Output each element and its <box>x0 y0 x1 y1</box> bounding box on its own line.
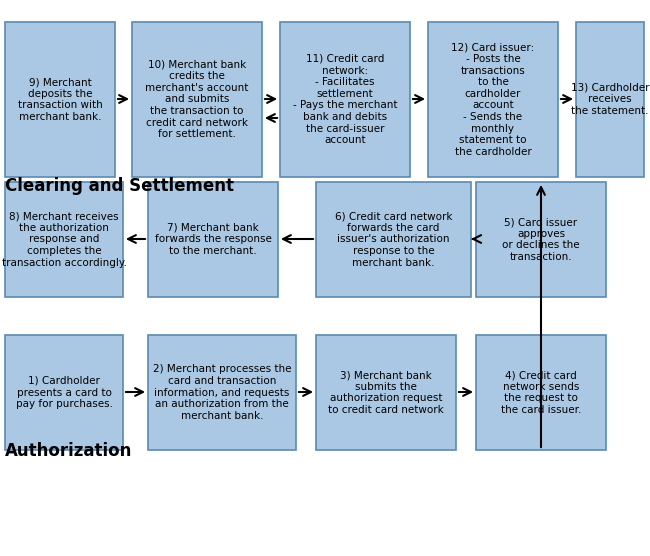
Text: 13) Cardholder
receives
the statement.: 13) Cardholder receives the statement. <box>571 83 649 116</box>
Text: Authorization: Authorization <box>5 442 133 460</box>
FancyBboxPatch shape <box>316 335 456 450</box>
Text: 4) Credit card
network sends
the request to
the card issuer.: 4) Credit card network sends the request… <box>500 370 581 415</box>
Text: Clearing and Settlement: Clearing and Settlement <box>5 177 234 195</box>
FancyBboxPatch shape <box>476 335 606 450</box>
FancyBboxPatch shape <box>280 22 410 177</box>
Text: 2) Merchant processes the
card and transaction
information, and requests
an auth: 2) Merchant processes the card and trans… <box>153 364 291 421</box>
FancyBboxPatch shape <box>148 335 296 450</box>
Text: 12) Card issuer:
- Posts the
transactions
to the
cardholder
account
- Sends the
: 12) Card issuer: - Posts the transaction… <box>451 42 534 157</box>
Text: 11) Credit card
network:
- Facilitates
settlement
- Pays the merchant
bank and d: 11) Credit card network: - Facilitates s… <box>292 54 397 145</box>
Text: 8) Merchant receives
the authorization
response and
completes the
transaction ac: 8) Merchant receives the authorization r… <box>1 211 127 267</box>
Text: 7) Merchant bank
forwards the response
to the merchant.: 7) Merchant bank forwards the response t… <box>155 223 272 256</box>
FancyBboxPatch shape <box>5 182 123 297</box>
FancyBboxPatch shape <box>576 22 644 177</box>
Text: 9) Merchant
deposits the
transaction with
merchant bank.: 9) Merchant deposits the transaction wit… <box>18 77 103 122</box>
FancyBboxPatch shape <box>316 182 471 297</box>
FancyBboxPatch shape <box>428 22 558 177</box>
FancyBboxPatch shape <box>476 182 606 297</box>
Text: 5) Card issuer
approves
or declines the
transaction.: 5) Card issuer approves or declines the … <box>502 217 580 262</box>
Text: 1) Cardholder
presents a card to
pay for purchases.: 1) Cardholder presents a card to pay for… <box>16 376 112 409</box>
Text: 3) Merchant bank
submits the
authorization request
to credit card network: 3) Merchant bank submits the authorizati… <box>328 370 444 415</box>
Text: 10) Merchant bank
credits the
merchant's account
and submits
the transaction to
: 10) Merchant bank credits the merchant's… <box>146 59 249 140</box>
FancyBboxPatch shape <box>148 182 278 297</box>
FancyBboxPatch shape <box>5 335 123 450</box>
Text: 6) Credit card network
forwards the card
issuer's authorization
response to the
: 6) Credit card network forwards the card… <box>335 211 452 267</box>
FancyBboxPatch shape <box>5 22 115 177</box>
FancyBboxPatch shape <box>132 22 262 177</box>
